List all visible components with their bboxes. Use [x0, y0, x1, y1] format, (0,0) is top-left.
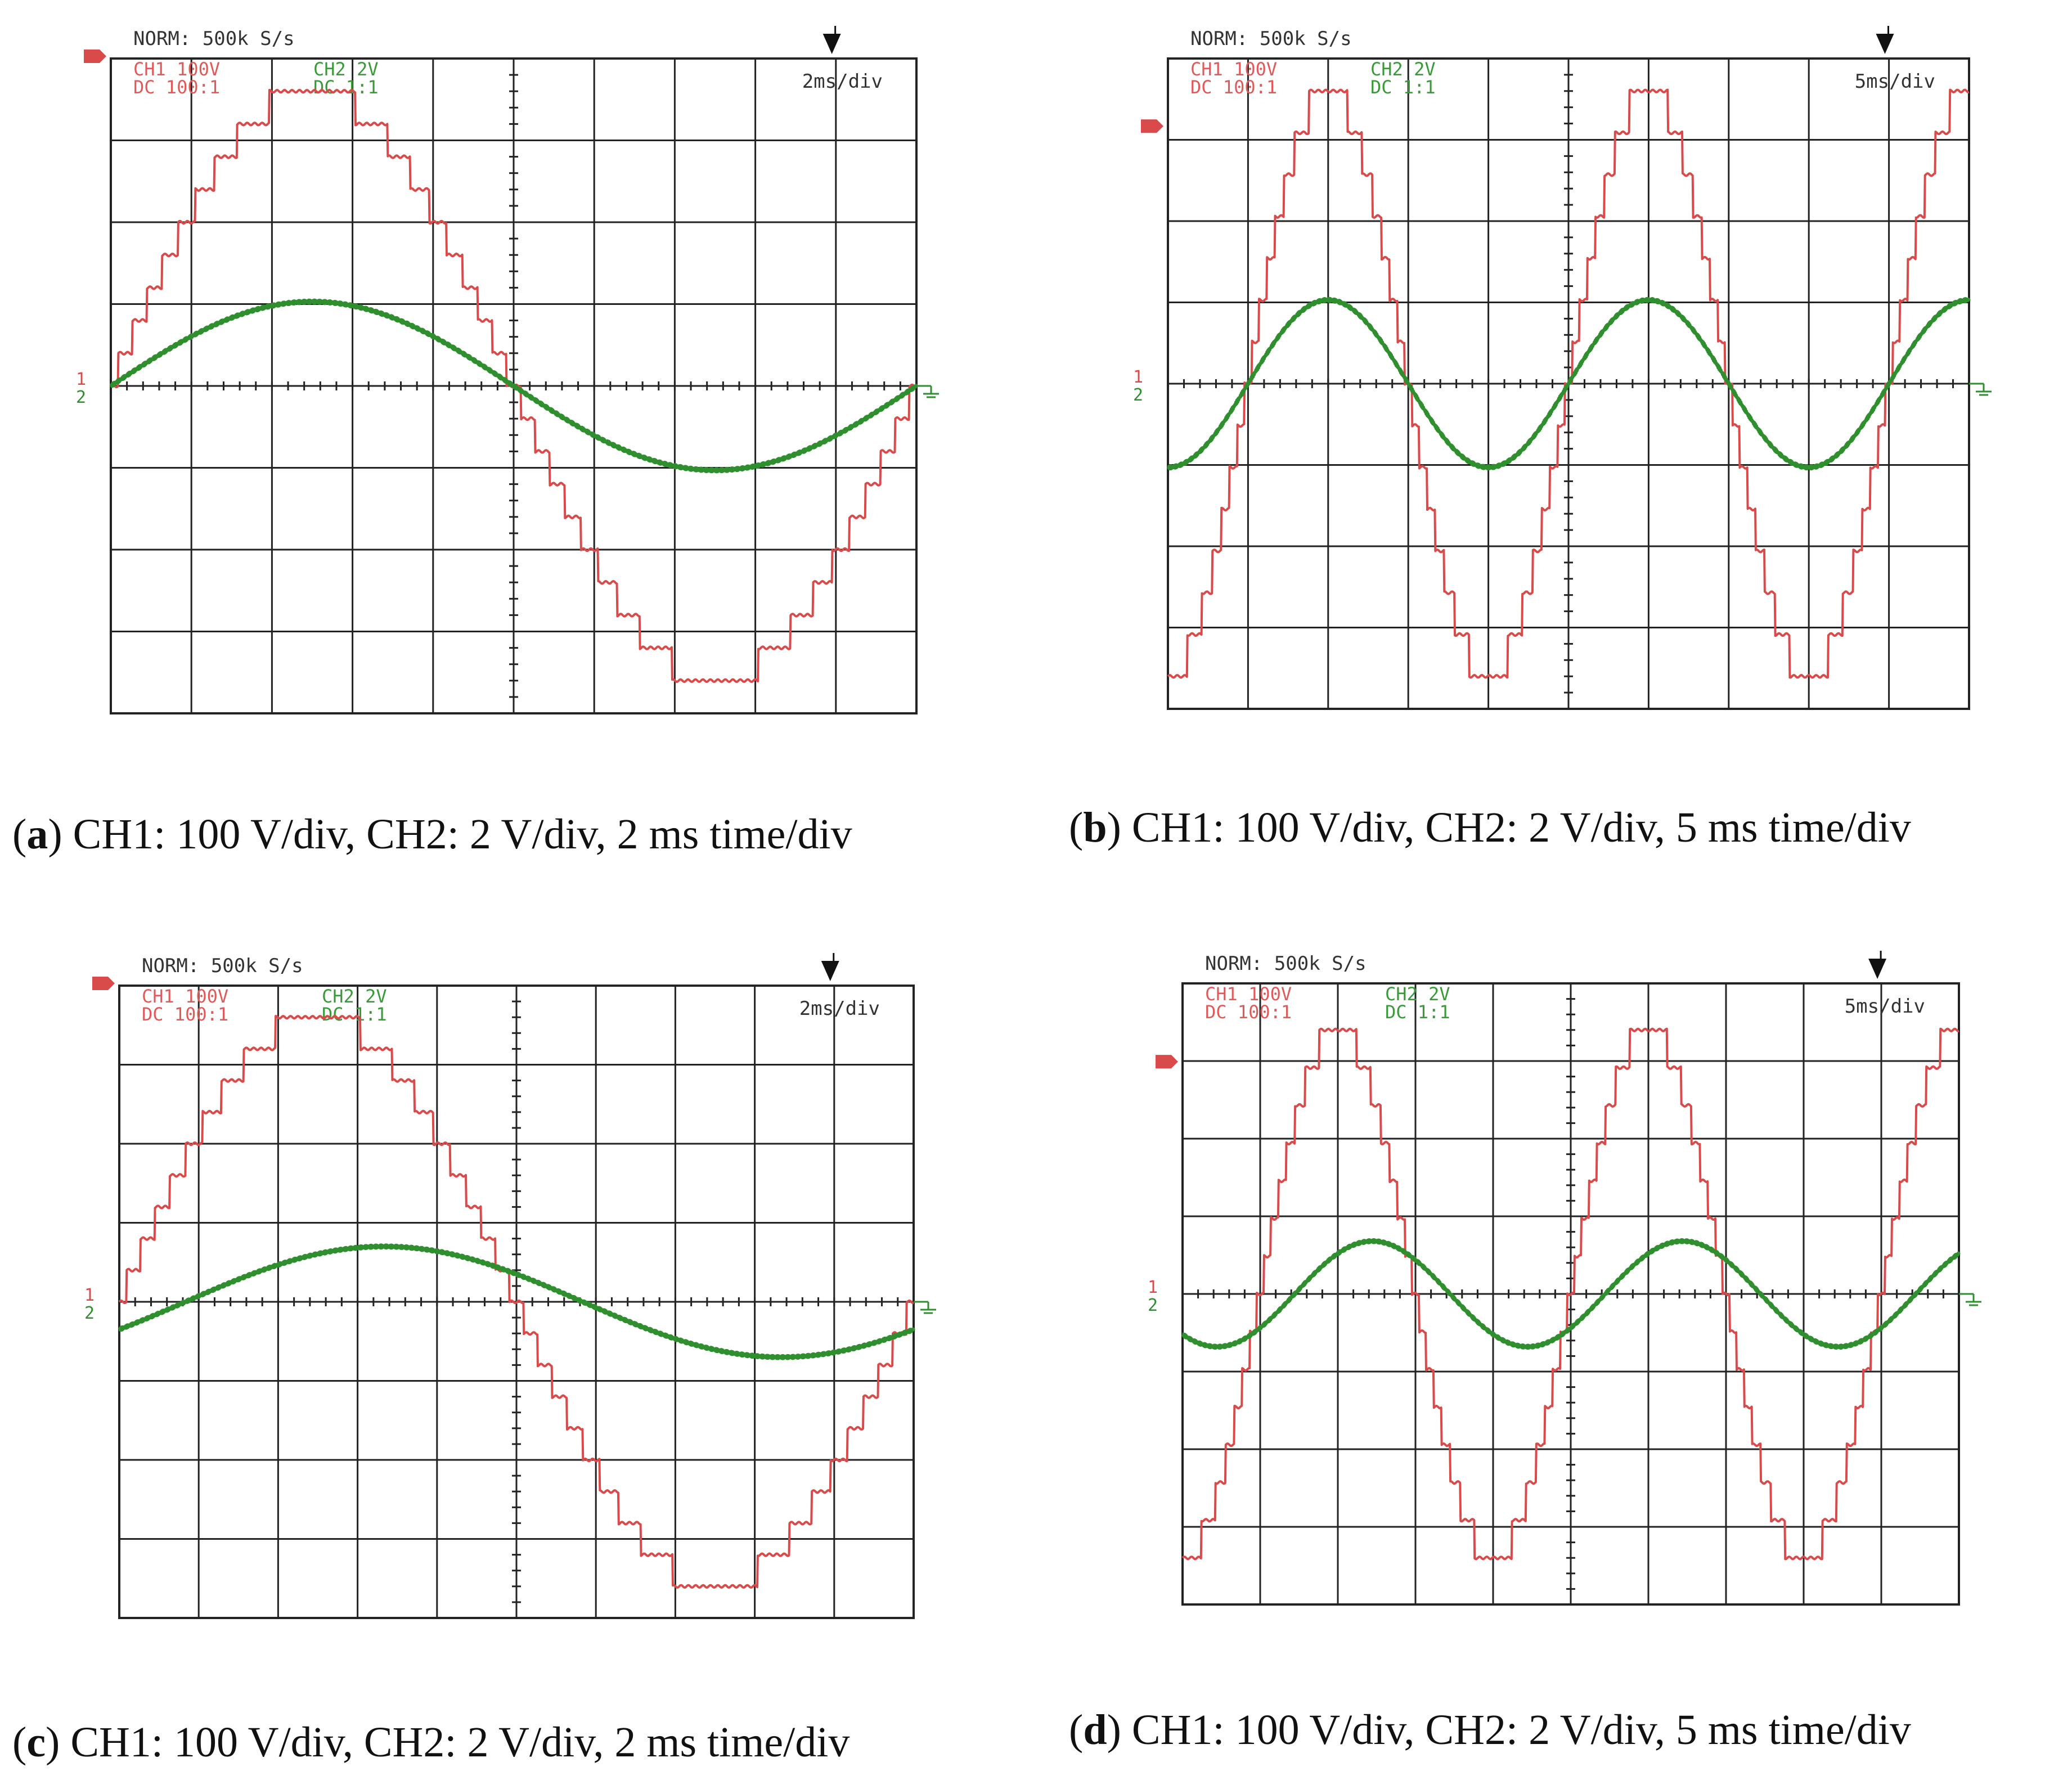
timebase-label: 2ms/div — [802, 70, 883, 93]
ch1-trigger-level-icon — [84, 50, 106, 63]
caption-open-paren: ( — [1069, 804, 1083, 851]
scope-header: NORM: 500k S/s — [1190, 28, 1352, 50]
ch1-coupling-label: DC 100:1 — [142, 1004, 228, 1025]
ch2-waveform-line — [1166, 296, 1971, 471]
ch1-trigger-level-icon — [1156, 1055, 1178, 1069]
ch1-ground-marker: 1 — [84, 1285, 95, 1305]
caption-close-paren: ) — [46, 1719, 70, 1766]
caption-close-paren: ) — [1107, 1706, 1132, 1754]
ch1-scale-label: CH1 100V — [133, 59, 220, 80]
scope-grid — [118, 985, 915, 1619]
ch2-scale-label: CH2 2V — [322, 986, 387, 1007]
caption-letter: d — [1083, 1706, 1107, 1754]
ch2-waveform-line — [1181, 1238, 1961, 1350]
panel-caption: (d) CH1: 100 V/div, CH2: 2 V/div, 5 ms t… — [1069, 1706, 1911, 1754]
ch1-ground-marker: 1 — [76, 370, 86, 389]
ch2-scale-label: CH2 2V — [1385, 983, 1450, 1005]
scope-grid — [1167, 57, 1970, 710]
ch1-waveform-line — [118, 1015, 915, 1589]
ch2-ground-marker: 2 — [1133, 385, 1143, 405]
timebase-label: 5ms/div — [1845, 995, 1925, 1018]
ground-icon — [1959, 1293, 1981, 1306]
caption-text: CH1: 100 V/div, CH2: 2 V/div, 5 ms time/… — [1132, 804, 1911, 851]
ch1-coupling-label: DC 100:1 — [133, 77, 220, 98]
ground-icon — [914, 1301, 936, 1314]
ch2-coupling-label: DC 1:1 — [1370, 77, 1436, 98]
caption-open-paren: ( — [12, 1719, 26, 1766]
ch2-ground-marker: 2 — [76, 388, 86, 407]
ch2-scale-label: CH2 2V — [1370, 59, 1436, 80]
caption-text: CH1: 100 V/div, CH2: 2 V/div, 5 ms time/… — [1132, 1706, 1911, 1754]
caption-close-paren: ) — [1107, 804, 1132, 851]
ch1-waveform-line — [1181, 1027, 1960, 1561]
caption-letter: a — [26, 811, 48, 858]
scope-header: NORM: 500k S/s — [142, 955, 303, 977]
ch1-coupling-label: DC 100:1 — [1190, 77, 1277, 98]
trigger-arrow-icon — [821, 961, 839, 981]
ch2-coupling-label: DC 1:1 — [1385, 1001, 1450, 1023]
panel-caption: (b) CH1: 100 V/div, CH2: 2 V/div, 5 ms t… — [1069, 804, 1911, 851]
caption-letter: b — [1083, 804, 1107, 851]
ch2-waveform-line — [109, 298, 918, 474]
trigger-arrow-icon — [1868, 959, 1887, 979]
timebase-label: 5ms/div — [1855, 70, 1935, 93]
ch1-scale-label: CH1 100V — [1190, 59, 1277, 80]
caption-open-paren: ( — [1069, 1706, 1083, 1754]
ground-icon — [916, 385, 939, 398]
ch1-scale-label: CH1 100V — [142, 986, 228, 1007]
caption-letter: c — [26, 1719, 46, 1766]
ch1-coupling-label: DC 100:1 — [1205, 1001, 1292, 1023]
ch1-trigger-level-icon — [92, 977, 115, 990]
ch2-ground-marker: 2 — [1148, 1296, 1158, 1315]
timebase-label: 2ms/div — [799, 997, 880, 1020]
caption-open-paren: ( — [12, 811, 26, 858]
ch1-ground-marker: 1 — [1148, 1278, 1158, 1297]
ch1-scale-label: CH1 100V — [1205, 983, 1292, 1005]
ch1-trigger-level-icon — [1141, 119, 1163, 133]
panel-caption: (a) CH1: 100 V/div, CH2: 2 V/div, 2 ms t… — [12, 811, 852, 858]
ch2-coupling-label: DC 1:1 — [322, 1004, 387, 1025]
ground-icon — [1969, 383, 1992, 396]
ch2-ground-marker: 2 — [84, 1303, 95, 1323]
trigger-arrow-icon — [1876, 34, 1894, 54]
caption-close-paren: ) — [48, 811, 73, 858]
ch2-coupling-label: DC 1:1 — [313, 77, 379, 98]
scope-grid — [1181, 982, 1960, 1606]
scope-header: NORM: 500k S/s — [1205, 952, 1367, 975]
caption-text: CH1: 100 V/div, CH2: 2 V/div, 2 ms time/… — [70, 1719, 850, 1766]
ch1-ground-marker: 1 — [1133, 367, 1143, 387]
ch2-scale-label: CH2 2V — [313, 59, 379, 80]
caption-text: CH1: 100 V/div, CH2: 2 V/div, 2 ms time/… — [73, 811, 852, 858]
trigger-arrow-icon — [822, 34, 841, 54]
scope-header: NORM: 500k S/s — [133, 28, 295, 50]
ch2-waveform-line — [118, 1243, 915, 1360]
panel-caption: (c) CH1: 100 V/div, CH2: 2 V/div, 2 ms t… — [12, 1719, 850, 1766]
